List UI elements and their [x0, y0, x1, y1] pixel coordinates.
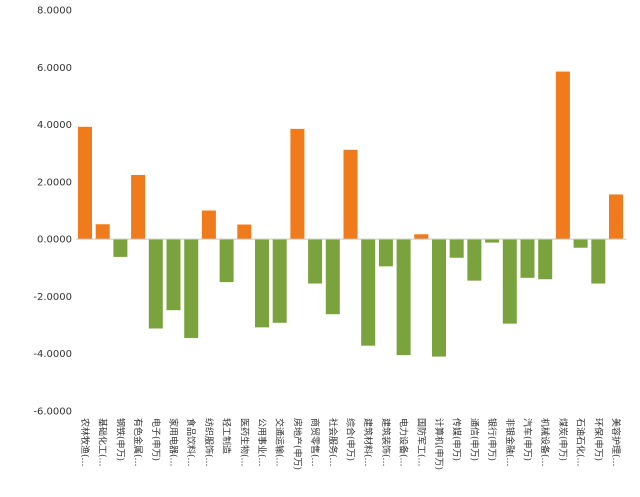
- category-label: 美容护理(…: [610, 418, 622, 467]
- category-label: 环保(申万): [592, 418, 604, 461]
- bar: [308, 239, 323, 284]
- category-label: 电子(申万): [150, 418, 162, 461]
- bar: [502, 239, 517, 324]
- category-label: 非银金融(…: [504, 418, 516, 467]
- category-label: 银行(申万): [486, 418, 498, 461]
- bar: [201, 210, 216, 240]
- y-axis: 8.0000 6.0000 4.0000 2.0000 0.0000 -2.0000 -4.…: [33, 6, 72, 418]
- y-tick-label: 0.0000: [37, 235, 72, 246]
- category-label: 汽车(申万): [522, 418, 534, 461]
- category-label: 煤炭(申万): [557, 418, 569, 461]
- category-label: 食品饮料(…: [185, 418, 197, 467]
- bar: [555, 71, 570, 240]
- category-label: 石油石化(…: [575, 418, 587, 467]
- category-label: 基础化工(…: [97, 418, 109, 467]
- bar: [467, 239, 482, 281]
- bar: [184, 239, 199, 338]
- bar: [219, 239, 234, 283]
- bar: [237, 224, 252, 240]
- bar: [343, 149, 358, 240]
- y-tick-label: 8.0000: [37, 6, 72, 17]
- bar: [538, 239, 553, 280]
- bar: [432, 239, 446, 357]
- category-label: 机械设备(…: [539, 418, 551, 467]
- y-tick-label: -4.0000: [33, 349, 72, 360]
- category-label: 纺织服饰(…: [203, 418, 215, 467]
- bar: [378, 239, 393, 267]
- bar: [414, 234, 429, 240]
- category-label: 医药生物(…: [238, 418, 250, 467]
- y-tick-label: 6.0000: [37, 63, 72, 74]
- category-label: 商贸零售(…: [309, 418, 321, 467]
- bar: [95, 224, 110, 240]
- bar: [361, 239, 376, 346]
- bar: [325, 239, 340, 315]
- category-label: 建筑装饰(…: [380, 418, 392, 467]
- category-label: 公用事业(…: [256, 418, 268, 467]
- bar: [290, 128, 305, 240]
- category-label: 农林牧渔(…: [79, 418, 91, 467]
- category-label: 轻工制造: [221, 418, 233, 454]
- bar: [78, 126, 92, 240]
- category-label: 有色金属(…: [132, 418, 144, 467]
- category-labels: 农林牧渔(… 基础化工(… 钢铁(申万) 有色金属(… 电子(申万) 家用电器(… 食品饮料…: [79, 418, 622, 470]
- category-label: 建筑材料(…: [362, 418, 374, 467]
- bar: [255, 239, 269, 328]
- y-tick-label: 2.0000: [37, 177, 72, 188]
- bar: [272, 239, 287, 323]
- y-tick-label: -2.0000: [33, 292, 72, 303]
- category-label: 房地产(申万): [291, 418, 303, 470]
- bar: [166, 239, 181, 311]
- bar: [591, 239, 606, 284]
- category-label: 通信(申万): [468, 418, 480, 461]
- category-label: 传媒(申万): [451, 418, 463, 461]
- bars: [78, 71, 623, 357]
- bar: [396, 239, 411, 356]
- bar: [520, 239, 535, 278]
- bar: [449, 239, 464, 258]
- category-label: 交通运输(…: [274, 418, 286, 467]
- category-label: 家用电器(…: [168, 418, 180, 467]
- bar: [113, 239, 128, 257]
- category-label: 电力设备(…: [398, 418, 410, 467]
- category-label: 计算机(申万): [433, 418, 445, 470]
- bar: [609, 194, 623, 240]
- y-tick-label: -6.0000: [33, 407, 72, 418]
- y-tick-label: 4.0000: [37, 120, 72, 131]
- bar: [485, 239, 500, 243]
- bar: [148, 239, 163, 329]
- category-label: 社会服务(…: [327, 418, 339, 467]
- category-label: 钢铁(申万): [114, 418, 126, 461]
- category-label: 综合(申万): [345, 418, 357, 461]
- category-label: 国防军工(…: [415, 418, 427, 467]
- bar: [573, 239, 588, 248]
- bar: [131, 174, 146, 240]
